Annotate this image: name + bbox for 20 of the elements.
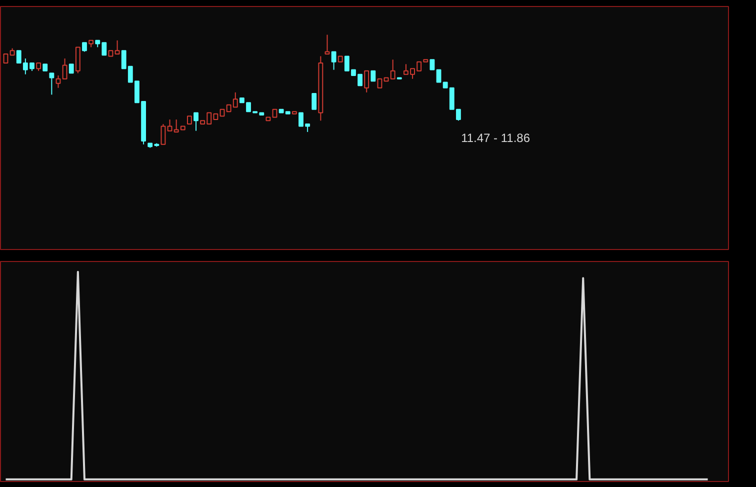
candlestick [49,72,54,96]
candlestick [62,58,68,80]
annotation: 11.47 - 11.86 [461,130,530,145]
candlestick [430,59,435,70]
candlestick [324,34,330,54]
candlestick [75,46,80,74]
candlestick [364,70,370,93]
candlestick [312,93,317,110]
candlestick [377,78,382,88]
candlestick [160,124,166,145]
candlestick [436,69,442,83]
candlestick [370,70,376,82]
candlestick [82,42,87,52]
candlestick [114,40,120,54]
candlestick [68,64,74,74]
candlestick [3,53,8,64]
candlestick [194,112,198,132]
candlestick [167,119,172,132]
candlestick [331,51,336,70]
candlestick [56,74,61,88]
